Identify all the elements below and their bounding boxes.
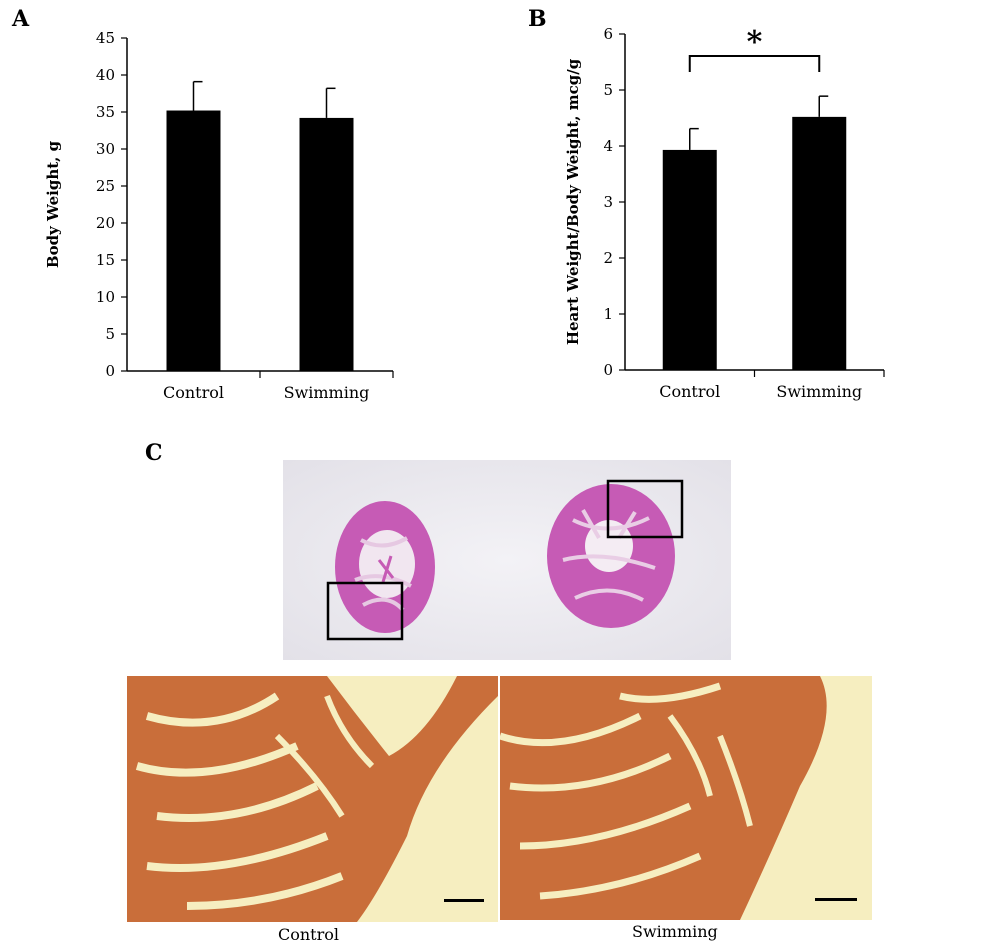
swimming-cross-section [547,484,675,628]
control-inset-box [326,581,404,641]
chart-b-heart-body-ratio: 0 1 2 3 4 5 6 Heart Weight/Body Weight, mcg/g Co… [564,25,885,401]
bar-swimming [792,116,847,370]
panel-label-a: A [12,6,30,32]
y-tick-label: 2 [603,249,613,267]
y-tick-label: 25 [96,177,115,195]
panel-label-c: C [145,440,163,466]
control-cross-section [335,501,435,633]
x-tick-label: Swimming [776,382,862,401]
y-tick-label: 3 [603,193,613,211]
scale-bar [444,899,484,902]
y-tick-label: 0 [603,361,613,379]
y-tick-label: 6 [603,25,613,43]
y-tick-label: 45 [96,29,115,47]
y-tick-label: 5 [105,325,115,343]
y-tick-label: 40 [96,66,115,84]
control-caption: Control [278,925,340,944]
swimming-histology-image [500,676,872,920]
panel-label-b: B [528,6,547,32]
y-tick-label: 35 [96,103,115,121]
gross-heart-sections-drawing [283,460,731,660]
y-axis-label: Body Weight, g [44,140,62,268]
y-tick-label: 5 [603,81,613,99]
x-tick-label: Swimming [284,383,370,402]
swimming-inset-box [606,479,684,539]
y-tick-label: 10 [96,288,115,306]
x-tick-label: Control [659,382,720,401]
y-tick-label: 1 [603,305,613,323]
y-axis-label: Heart Weight/Body Weight, mcg/g [564,58,582,345]
significance-bracket [688,55,821,72]
bar-control [166,110,221,372]
bar-control [662,149,717,370]
significance-marker: * [747,25,763,60]
swimming-caption: Swimming [632,922,718,941]
y-tick-label: 0 [105,362,115,380]
scale-bar [815,898,857,901]
y-tick-label: 30 [96,140,115,158]
y-tick-label: 15 [96,251,115,269]
control-histology-image [127,676,498,922]
x-tick-label: Control [163,383,224,402]
y-tick-label: 4 [603,137,613,155]
bar-swimming [299,117,354,371]
y-tick-label: 20 [96,214,115,232]
chart-a-body-weight: 0 5 10 15 20 25 30 35 40 45 Body Weight, g Control S… [44,29,394,402]
gross-heart-sections-image [283,460,731,660]
